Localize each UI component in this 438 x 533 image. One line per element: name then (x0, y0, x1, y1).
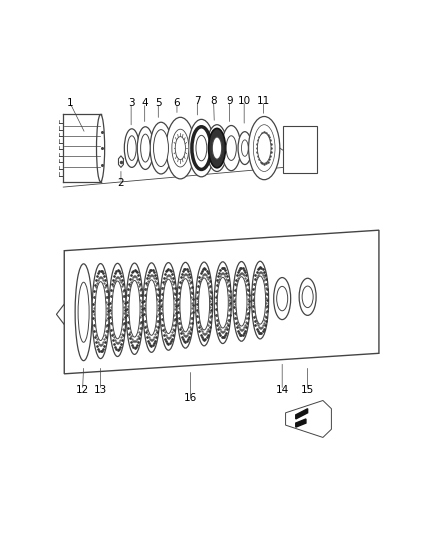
Text: 13: 13 (94, 385, 107, 395)
Ellipse shape (126, 263, 143, 354)
Text: 6: 6 (173, 98, 180, 108)
Text: 4: 4 (141, 98, 148, 108)
Ellipse shape (208, 128, 226, 168)
Ellipse shape (75, 264, 92, 361)
Ellipse shape (146, 280, 157, 335)
Text: 10: 10 (237, 96, 251, 106)
Ellipse shape (175, 136, 185, 159)
Ellipse shape (160, 263, 177, 350)
Ellipse shape (236, 277, 247, 326)
Ellipse shape (302, 286, 313, 308)
Ellipse shape (217, 277, 228, 328)
Ellipse shape (196, 262, 212, 346)
Ellipse shape (241, 140, 248, 156)
Text: 11: 11 (257, 96, 270, 106)
Ellipse shape (192, 127, 211, 169)
Text: 8: 8 (210, 96, 217, 106)
Ellipse shape (207, 125, 227, 172)
Text: 14: 14 (276, 385, 289, 395)
Ellipse shape (258, 133, 271, 163)
Text: 15: 15 (301, 385, 314, 395)
Text: 5: 5 (155, 98, 162, 108)
Text: 12: 12 (76, 385, 89, 395)
Ellipse shape (277, 286, 288, 311)
Ellipse shape (233, 262, 250, 341)
Ellipse shape (212, 137, 222, 159)
Ellipse shape (198, 278, 210, 330)
Ellipse shape (143, 263, 160, 352)
Polygon shape (296, 409, 307, 419)
Ellipse shape (251, 261, 268, 339)
Text: 2: 2 (118, 178, 124, 188)
Ellipse shape (188, 119, 214, 177)
Ellipse shape (127, 136, 136, 160)
Ellipse shape (222, 126, 241, 171)
Ellipse shape (249, 117, 280, 180)
Ellipse shape (226, 136, 237, 160)
Ellipse shape (238, 132, 251, 165)
Bar (283, 125, 317, 173)
Text: 16: 16 (184, 393, 197, 403)
Ellipse shape (96, 115, 105, 182)
Ellipse shape (177, 262, 194, 348)
Text: 7: 7 (194, 96, 201, 106)
Text: 9: 9 (226, 96, 233, 106)
Ellipse shape (172, 129, 189, 167)
Ellipse shape (78, 282, 89, 342)
Ellipse shape (92, 264, 109, 359)
Ellipse shape (253, 125, 275, 172)
Ellipse shape (109, 263, 126, 357)
Ellipse shape (137, 127, 154, 169)
Ellipse shape (141, 134, 150, 162)
Text: 1: 1 (67, 98, 73, 108)
Ellipse shape (129, 280, 140, 337)
Polygon shape (57, 304, 64, 325)
Ellipse shape (124, 129, 139, 167)
Ellipse shape (166, 117, 194, 179)
Ellipse shape (150, 122, 172, 174)
Text: 3: 3 (128, 98, 134, 108)
Ellipse shape (254, 276, 265, 324)
Ellipse shape (214, 262, 231, 344)
Ellipse shape (274, 278, 291, 320)
Ellipse shape (180, 279, 191, 332)
Ellipse shape (112, 281, 123, 339)
Ellipse shape (95, 281, 106, 341)
Ellipse shape (299, 278, 316, 316)
Polygon shape (296, 419, 306, 427)
Ellipse shape (163, 279, 174, 334)
Polygon shape (64, 230, 379, 374)
Ellipse shape (196, 135, 207, 161)
Ellipse shape (154, 130, 169, 166)
